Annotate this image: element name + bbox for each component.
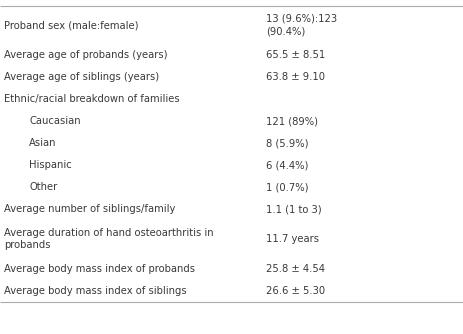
Text: Average body mass index of siblings: Average body mass index of siblings: [4, 286, 186, 296]
Text: 65.5 ± 8.51: 65.5 ± 8.51: [266, 50, 325, 60]
Text: 6 (4.4%): 6 (4.4%): [266, 160, 308, 170]
Text: 121 (89%): 121 (89%): [266, 116, 318, 126]
Text: Asian: Asian: [29, 138, 56, 148]
Text: 25.8 ± 4.54: 25.8 ± 4.54: [266, 264, 325, 274]
Text: Caucasian: Caucasian: [29, 116, 81, 126]
Text: 1 (0.7%): 1 (0.7%): [266, 182, 308, 192]
Text: Average body mass index of probands: Average body mass index of probands: [4, 264, 194, 274]
Text: Other: Other: [29, 182, 57, 192]
Text: Average age of siblings (years): Average age of siblings (years): [4, 72, 158, 82]
Text: Ethnic/racial breakdown of families: Ethnic/racial breakdown of families: [4, 94, 179, 104]
Text: Hispanic: Hispanic: [29, 160, 72, 170]
Text: 26.6 ± 5.30: 26.6 ± 5.30: [266, 286, 325, 296]
Text: 63.8 ± 9.10: 63.8 ± 9.10: [266, 72, 325, 82]
Text: Average number of siblings/family: Average number of siblings/family: [4, 204, 175, 214]
Text: Average age of probands (years): Average age of probands (years): [4, 50, 167, 60]
Text: Proband sex (male:female): Proband sex (male:female): [4, 20, 138, 30]
Text: 13 (9.6%):123
(90.4%): 13 (9.6%):123 (90.4%): [266, 14, 337, 36]
Text: 8 (5.9%): 8 (5.9%): [266, 138, 308, 148]
Text: 1.1 (1 to 3): 1.1 (1 to 3): [266, 204, 321, 214]
Text: Average duration of hand osteoarthritis in
probands: Average duration of hand osteoarthritis …: [4, 228, 213, 250]
Text: 11.7 years: 11.7 years: [266, 234, 319, 244]
